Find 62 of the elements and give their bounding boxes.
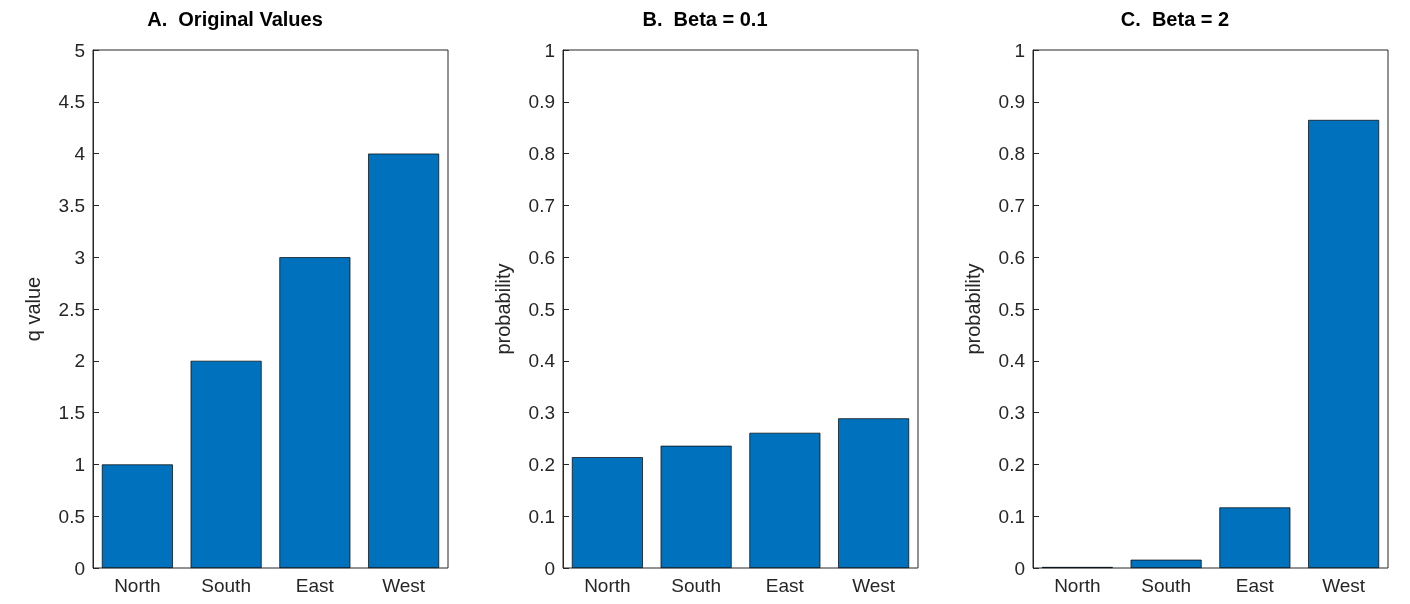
y-tick-label: 0 [1014, 557, 1025, 579]
y-tick-label: 0.8 [528, 143, 555, 165]
y-tick-label: 1.5 [58, 402, 85, 424]
x-tick-label: West [382, 575, 426, 596]
y-axis-title: probability [962, 263, 984, 355]
x-tick-label: North [114, 575, 161, 596]
y-tick-label: 0.3 [998, 402, 1025, 424]
x-tick-label: West [1322, 575, 1366, 596]
y-tick-label: 0.5 [528, 298, 555, 320]
x-tick-label: East [765, 575, 805, 596]
y-tick-label: 1 [74, 453, 85, 475]
y-tick-label: 0.6 [528, 246, 555, 268]
bar [1219, 507, 1291, 568]
y-tick-label: 0.4 [528, 350, 556, 372]
x-tick-label: East [1235, 575, 1275, 596]
chart-title: C. Beta = 2 [1120, 8, 1230, 30]
y-tick-label: 2.5 [58, 298, 85, 320]
y-tick-label: 1 [1014, 39, 1025, 61]
y-tick-label: 0.5 [58, 505, 85, 527]
y-tick-label: 3 [74, 246, 85, 268]
y-tick-label: 0.3 [528, 402, 555, 424]
x-tick-label: South [671, 575, 721, 596]
x-tick-label: North [584, 575, 631, 596]
y-tick-label: 0.7 [528, 194, 555, 216]
x-tick-label: North [1054, 575, 1101, 596]
y-tick-label: 4 [74, 143, 86, 165]
bar [571, 457, 643, 568]
y-tick-label: 0.1 [528, 505, 555, 527]
y-tick-label: 2 [74, 350, 85, 372]
bar [1308, 119, 1380, 568]
y-tick-label: 5 [74, 39, 85, 61]
y-tick-label: 0.4 [998, 350, 1026, 372]
y-axis-title: q value [22, 276, 44, 342]
x-tick-label: East [295, 575, 335, 596]
chart-title: B. Beta = 0.1 [642, 8, 768, 30]
y-tick-label: 3.5 [58, 194, 85, 216]
bar [368, 153, 440, 568]
y-tick-label: 0.8 [998, 143, 1025, 165]
y-axis-title: probability [492, 263, 514, 355]
x-tick-label: South [201, 575, 251, 596]
y-tick-label: 0.5 [998, 298, 1025, 320]
x-tick-label: South [1141, 575, 1191, 596]
y-tick-label: 0 [74, 557, 85, 579]
y-tick-label: 0.7 [998, 194, 1025, 216]
bar [660, 445, 732, 568]
x-tick-label: West [852, 575, 896, 596]
y-tick-label: 0.6 [998, 246, 1025, 268]
y-tick-label: 0.9 [528, 91, 555, 113]
bar [190, 360, 262, 568]
y-tick-label: 0.1 [998, 505, 1025, 527]
bar [1130, 559, 1202, 568]
bar [101, 464, 173, 568]
y-tick-label: 0.9 [998, 91, 1025, 113]
bar [749, 432, 821, 568]
bar [279, 257, 351, 568]
y-tick-label: 0.2 [528, 453, 555, 475]
y-tick-label: 0 [544, 557, 555, 579]
chart-title: A. Original Values [147, 8, 323, 30]
y-tick-label: 4.5 [58, 91, 85, 113]
bar [838, 418, 910, 568]
y-tick-label: 0.2 [998, 453, 1025, 475]
y-tick-label: 1 [544, 39, 555, 61]
